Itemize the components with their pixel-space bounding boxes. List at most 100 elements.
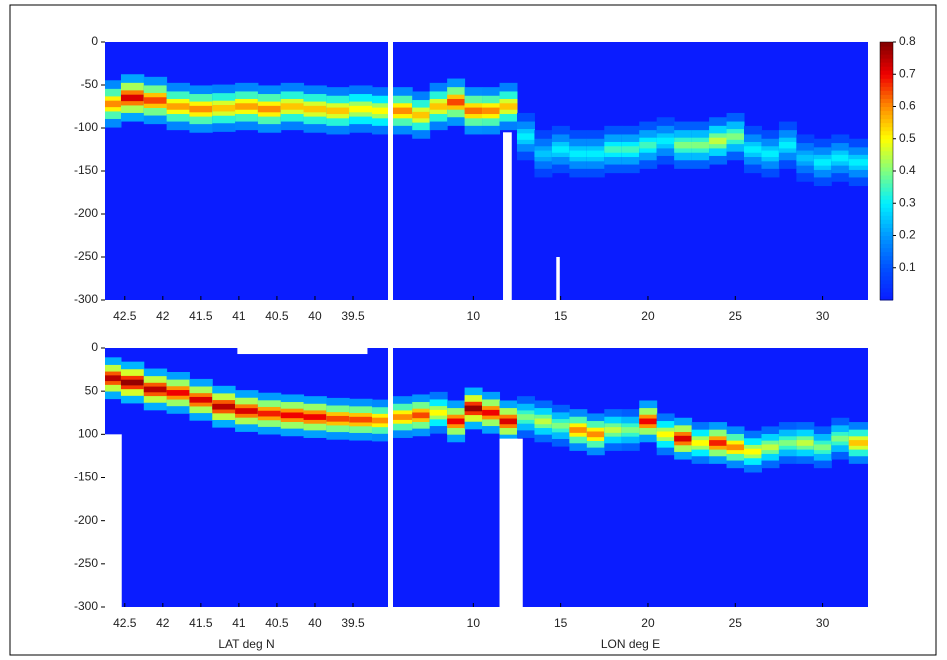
layer-core [143, 97, 168, 104]
colorbar-slice [880, 267, 893, 273]
no-data [503, 132, 512, 300]
colorbar-slice [880, 251, 893, 257]
layer-core [143, 386, 168, 393]
x-tick-label: 42.5 [113, 309, 137, 323]
colorbar-label: 0.5 [899, 131, 916, 145]
colorbar-slice [880, 191, 893, 196]
layer-core [796, 440, 815, 446]
colorbar-slice [880, 219, 893, 224]
layer-core [831, 435, 850, 442]
colorbar-slice [880, 239, 893, 245]
layer-core [447, 98, 466, 106]
colorbar-slice [880, 58, 893, 63]
layer-core [726, 133, 745, 140]
x-tick-label: 41.5 [189, 309, 213, 323]
x-tick-label: 30 [816, 616, 830, 630]
layer-core [639, 141, 658, 149]
layer-core [120, 94, 145, 102]
colorbar-slice [880, 295, 893, 301]
layer-core [761, 150, 780, 158]
colorbar-label: 0.6 [899, 99, 916, 113]
layer-core [257, 105, 282, 113]
colorbar-slice [880, 50, 893, 55]
layer-core [848, 440, 868, 446]
colorbar-slice [880, 110, 893, 116]
colorbar-slice [880, 199, 893, 204]
x-tick-label: 20 [641, 309, 655, 323]
layer-core [120, 379, 145, 386]
layer-core [482, 409, 501, 416]
colorbar-slice [880, 291, 893, 297]
layer-core [393, 107, 413, 115]
section [393, 42, 868, 300]
y-tick-label: 0 [91, 34, 98, 48]
colorbar-slice [880, 118, 893, 124]
colorbar-slice [880, 215, 893, 220]
colorbar-slice [880, 183, 893, 188]
colorbar-label: 0.2 [899, 228, 916, 242]
y-tick-label: -200 [74, 513, 98, 527]
layer-core [639, 418, 658, 425]
colorbar-slice [880, 279, 893, 285]
layer-core [709, 440, 728, 446]
layer-core [303, 414, 327, 420]
layer-core [464, 405, 483, 412]
layer-core [709, 137, 728, 145]
layer-core [303, 105, 327, 113]
layer-core [105, 375, 122, 382]
layer-core [326, 107, 350, 115]
layer-core [778, 141, 797, 149]
x-axis-label: LAT deg N [218, 637, 274, 651]
colorbar-slice [880, 142, 893, 148]
layer-core [726, 444, 745, 451]
colorbar-slice [880, 134, 893, 140]
layer-core [257, 410, 282, 417]
colorbar-slice [880, 130, 893, 136]
y-tick-label: -250 [74, 249, 98, 263]
x-tick-label: 40 [308, 309, 322, 323]
layer-core [534, 418, 553, 425]
layer-core [372, 417, 388, 424]
x-tick-label: 10 [467, 616, 481, 630]
colorbar-slice [880, 283, 893, 289]
layer-core [551, 146, 570, 153]
layer-core [534, 150, 553, 158]
no-data [237, 348, 368, 355]
colorbar-slice [880, 287, 893, 293]
y-tick-label: -250 [74, 556, 98, 570]
colorbar-slice [880, 74, 893, 79]
layer-core [796, 154, 815, 162]
colorbar-slice [880, 106, 893, 112]
no-data [556, 257, 560, 300]
layer-core [447, 418, 466, 425]
colorbar-slice [880, 42, 893, 47]
y-tick-label: 0 [91, 340, 98, 354]
colorbar-slice [880, 146, 893, 152]
x-tick-label: 42 [156, 616, 170, 630]
x-tick-label: 40.5 [265, 309, 289, 323]
colorbar-label: 0.1 [899, 260, 916, 274]
colorbar-slice [880, 54, 893, 59]
layer-core [372, 107, 388, 115]
colorbar-slice [880, 46, 893, 51]
layer-core [189, 396, 213, 403]
colorbar-slice [880, 162, 893, 168]
layer-core [516, 133, 535, 140]
layer-core [189, 105, 213, 113]
colorbar-label: 0.3 [899, 195, 916, 209]
layer-core [166, 390, 190, 396]
layer-core [393, 414, 413, 420]
colorbar-slice [880, 223, 893, 228]
x-tick-label: 41 [232, 616, 246, 630]
layer-core [691, 440, 710, 446]
colorbar-slice [880, 275, 893, 281]
layer-core [166, 103, 190, 110]
layer-core [429, 409, 448, 416]
colorbar-slice [880, 227, 893, 232]
layer-core [744, 448, 762, 455]
layer-core [326, 415, 350, 422]
layer-core [656, 137, 675, 145]
layer-core [499, 418, 518, 425]
